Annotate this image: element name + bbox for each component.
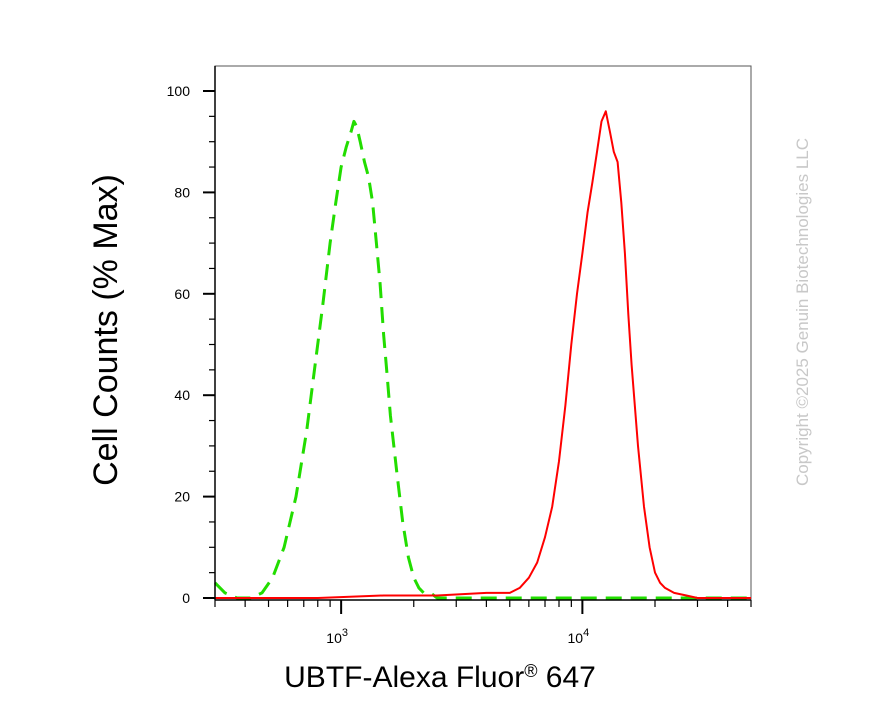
plot-area — [213, 65, 752, 601]
x-ticks: 103 104 — [214, 600, 752, 646]
x-axis-label-suffix: 647 — [537, 661, 595, 694]
x-tick-label-exponent: 3 — [342, 627, 348, 639]
copyright-watermark: Copyright ©2025 Genuin Biotechnologies L… — [793, 138, 812, 486]
x-axis-label-superscript: ® — [524, 661, 537, 681]
y-ticks: 0 20 40 60 80 100 — [167, 83, 215, 606]
y-tick-label: 80 — [174, 184, 190, 200]
y-tick-label: 0 — [182, 590, 190, 606]
x-axis-label: UBTF-Alexa Fluor® 647 — [284, 661, 596, 694]
y-tick-label: 60 — [174, 286, 190, 302]
x-axis-label-main: UBTF-Alexa Fluor — [284, 661, 524, 694]
series-line-1 — [215, 110, 751, 599]
x-tick-label-exponent: 4 — [583, 627, 589, 639]
plot-frame — [214, 65, 752, 601]
x-tick-label-base: 10 — [568, 630, 584, 646]
y-tick-label: 20 — [174, 489, 190, 505]
y-tick-label: 100 — [167, 83, 191, 99]
x-axis: 103 104 — [214, 599, 752, 646]
x-tick-label-base: 10 — [326, 630, 342, 646]
series-line-0 — [213, 119, 751, 600]
y-tick-label: 40 — [174, 387, 190, 403]
y-axis: 0 20 40 60 80 100 — [167, 66, 216, 606]
series-layer — [213, 110, 751, 600]
x-tick-label: 103 — [326, 627, 348, 646]
y-axis-label: Cell Counts (% Max) — [87, 174, 125, 486]
x-tick-label: 104 — [568, 627, 590, 646]
